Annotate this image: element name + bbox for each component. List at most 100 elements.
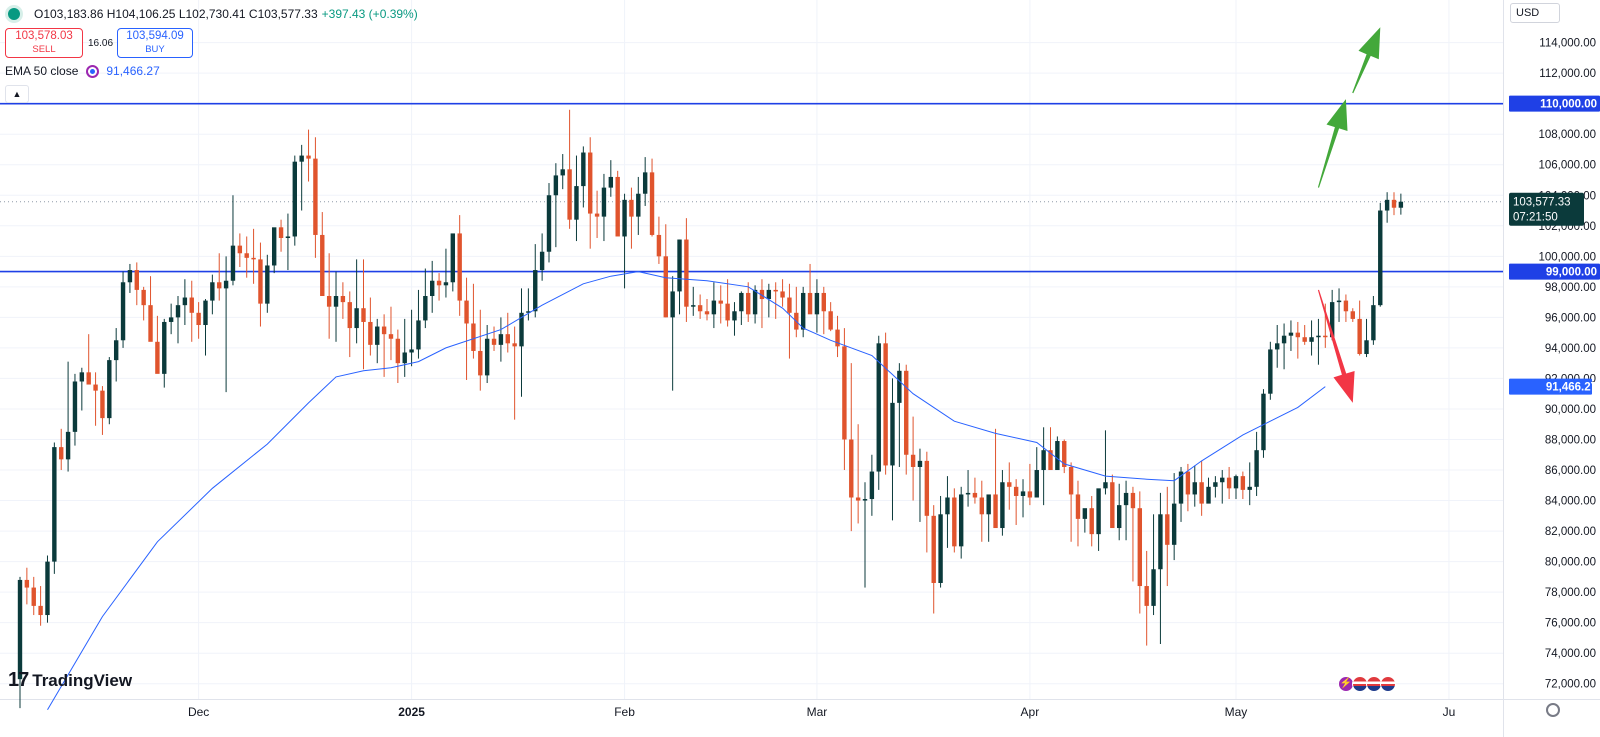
candles (17, 109, 1404, 709)
candle-body (1364, 340, 1369, 355)
currency-selector[interactable]: USD (1510, 3, 1560, 23)
candle-body (711, 300, 717, 315)
candle-body (1151, 569, 1156, 606)
level-price-label: 99,000.00 (1546, 267, 1597, 279)
ema-legend[interactable]: EMA 50 close 91,466.27 (5, 64, 160, 78)
candle-body (1226, 477, 1232, 489)
candle-body (1000, 482, 1005, 529)
buy-button[interactable]: 103,594.09 BUY (117, 28, 193, 58)
candle-body (615, 176, 620, 237)
collapse-legend-button[interactable]: ▲ (5, 85, 29, 103)
candle-body (1309, 337, 1314, 342)
price-axis[interactable]: 72,000.00 74,000.00 76,000.00 78,000.00 80,0… (1538, 38, 1596, 691)
spread-value: 16.06 (88, 38, 114, 49)
price-tick-label: 98,000.00 (1545, 282, 1596, 294)
price-tick-label: 88,000.00 (1545, 434, 1596, 446)
candle-body (649, 172, 655, 235)
candle-body (670, 291, 675, 318)
candle-body (127, 270, 133, 283)
arrow-up (1317, 99, 1348, 188)
candle-body (869, 471, 875, 500)
candle-body (265, 265, 270, 304)
candle-body (347, 302, 352, 329)
candle-body (512, 343, 517, 347)
candle-body (732, 311, 737, 321)
candle-body (416, 320, 421, 350)
price-tick-label: 78,000.00 (1545, 587, 1596, 599)
time-axis[interactable]: Dec 2025 Feb Mar Apr May Ju (188, 705, 1455, 719)
candle-body (739, 292, 744, 312)
candle-body (979, 497, 984, 515)
candle-body (52, 447, 57, 562)
candle-body (1281, 335, 1287, 344)
arrow-up (1352, 27, 1381, 94)
price-tick-label: 112,000.00 (1539, 68, 1596, 80)
candle-body (1110, 482, 1115, 529)
candle-body (1144, 586, 1149, 606)
candle-body (65, 431, 71, 460)
change-value: +397.43 (+0.39%) (321, 7, 418, 21)
sell-label: SELL (32, 44, 56, 55)
candle-body (189, 297, 194, 313)
last-price-bg (1509, 192, 1584, 226)
candle-body (237, 245, 243, 254)
candle-body (409, 349, 414, 353)
sell-button[interactable]: 103,578.03 SELL (5, 28, 83, 58)
ema-price-label-bg (1509, 378, 1592, 395)
candle-body (1295, 332, 1301, 338)
candle-body (175, 305, 181, 318)
candle-body (849, 439, 854, 498)
level-price-label: 110,000.00 (1540, 99, 1597, 111)
candle-body (306, 155, 311, 159)
us-flag-icon[interactable] (1380, 676, 1396, 692)
candle-body (79, 372, 85, 382)
candle-body (354, 308, 359, 329)
candle-body (168, 317, 174, 322)
candle-body (759, 289, 765, 300)
candle-body (505, 334, 510, 344)
candle-body (320, 234, 325, 297)
candle-body (897, 370, 902, 403)
candle-body (162, 321, 167, 374)
candle-body (395, 338, 401, 364)
economic-events[interactable]: ⚡ (1338, 676, 1396, 692)
settings-gear-icon[interactable] (1546, 703, 1560, 717)
price-tick-label: 80,000.00 (1545, 557, 1596, 569)
candle-body (691, 305, 696, 307)
candle-body (210, 282, 215, 301)
price-axis-labels: 110,000.00 99,000.00 91,466.27 103,577.33 07… (1509, 95, 1600, 395)
candle-body (1254, 450, 1259, 487)
candle-body (539, 251, 545, 271)
candle-body (1247, 486, 1252, 490)
low-value: L102,730.41 (178, 7, 246, 21)
price-tick-label: 86,000.00 (1545, 465, 1596, 477)
drawn-arrows[interactable] (1317, 27, 1381, 403)
candle-body (1082, 508, 1088, 519)
indicator-icon[interactable] (86, 64, 100, 78)
horizontal-levels[interactable] (0, 102, 1503, 273)
tradingview-logo[interactable]: 17 TradingView (8, 669, 132, 692)
candle-body (1062, 441, 1067, 467)
candle-body (1288, 332, 1294, 336)
candle-body (113, 340, 119, 361)
candle-body (148, 305, 153, 342)
candle-body (1041, 450, 1046, 471)
candle-body (244, 253, 249, 258)
candle-body (752, 289, 758, 315)
candle-body (59, 447, 64, 460)
price-tick-label: 84,000.00 (1545, 496, 1596, 508)
candle-body (1165, 514, 1170, 545)
price-tick-label: 94,000.00 (1545, 343, 1596, 355)
candle-body (457, 233, 462, 301)
candle-body (1123, 492, 1129, 506)
ohlc-legend: O103,183.86 H104,106.25 L102,730.41 C103… (8, 4, 418, 24)
candle-body (677, 239, 682, 292)
candle-body (217, 282, 222, 289)
candle-body (464, 300, 469, 324)
candle-body (24, 579, 30, 588)
candle-body (361, 308, 366, 322)
candle-body (828, 311, 833, 330)
candle-body (1398, 201, 1404, 208)
tradingview-logo-text: TradingView (32, 670, 133, 690)
